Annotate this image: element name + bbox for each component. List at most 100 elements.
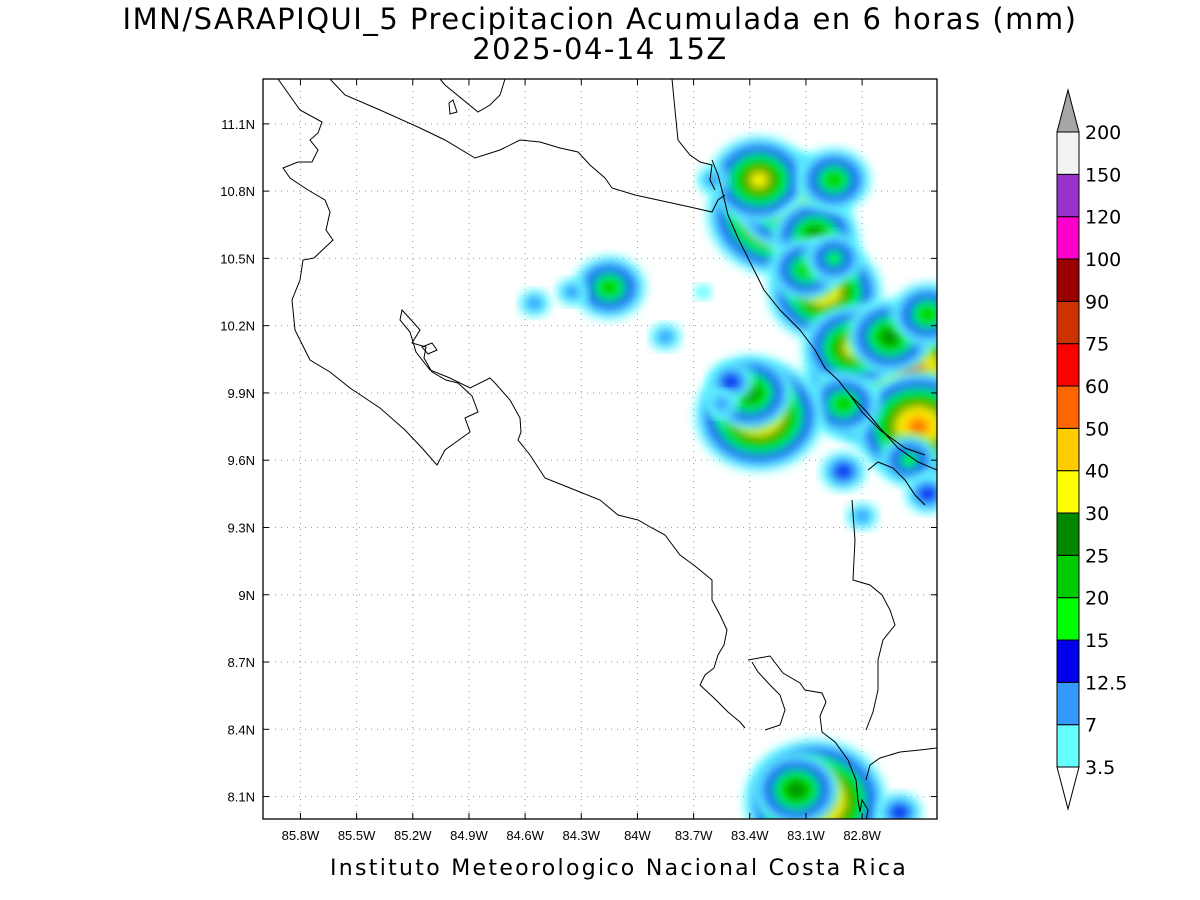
precip-cell xyxy=(904,473,937,514)
precip-cell xyxy=(846,502,879,531)
lat-tick-label: 10.8N xyxy=(220,184,255,199)
precip-cell xyxy=(705,390,738,419)
lon-tick-label: 84W xyxy=(624,828,651,843)
precip-cell xyxy=(804,232,864,285)
precip-cell xyxy=(708,135,810,224)
precip-cell xyxy=(696,165,729,194)
colorbar-box xyxy=(1056,216,1080,260)
precip-cell xyxy=(846,298,934,375)
precip-contour xyxy=(693,284,713,301)
precip-contour xyxy=(909,418,928,435)
lon-tick-label: 84.3W xyxy=(562,828,600,843)
panama-border-line xyxy=(849,394,926,731)
colorbar-box xyxy=(1056,258,1080,302)
lat-tick-label: 10.5N xyxy=(220,251,255,266)
precip-cell xyxy=(752,751,841,819)
golfo-dulce-line xyxy=(751,661,786,731)
colorbar-level-label: 90 xyxy=(1085,291,1109,313)
footer-credit: Instituto Meteorologico Nacional Costa R… xyxy=(330,856,909,881)
colorbar-level-label: 30 xyxy=(1085,503,1109,525)
colorbar-level-label: 25 xyxy=(1085,545,1109,567)
precip-contour xyxy=(787,781,806,798)
precip-contour xyxy=(656,328,675,345)
map-frame xyxy=(262,78,938,820)
precip-contour xyxy=(834,463,853,480)
colorbar-level-label: 40 xyxy=(1085,461,1109,483)
colorbar-level-label: 15 xyxy=(1085,630,1109,652)
colorbar-box xyxy=(1056,300,1080,345)
precip-cell xyxy=(806,372,881,437)
precip-contour xyxy=(749,171,769,188)
precipitation-field xyxy=(518,135,937,819)
colorbar-box xyxy=(1056,597,1080,641)
colorbar: 3.5 7 12.5 15 20 25 30 40 50 60 75 90 100 120 150 200 xyxy=(1056,88,1127,811)
lake-nicaragua-shore xyxy=(329,79,726,213)
lon-tick-label: 85.5W xyxy=(338,828,376,843)
lat-tick-label: 8.4N xyxy=(228,722,255,737)
precip-contour xyxy=(890,804,909,819)
precip-contour xyxy=(918,306,937,323)
lon-tick-label: 83.7W xyxy=(675,828,713,843)
colorbar-level-label: 150 xyxy=(1085,164,1121,186)
lon-tick-label: 83.1W xyxy=(787,828,825,843)
precip-cell xyxy=(518,289,551,318)
coastline xyxy=(277,79,937,819)
lon-tick-label: 83.4W xyxy=(731,828,769,843)
island-shape xyxy=(421,342,438,355)
colorbar-box xyxy=(1056,681,1080,726)
precip-cell xyxy=(890,282,937,347)
lon-tick-label: 84.6W xyxy=(506,828,544,843)
river-border-line xyxy=(671,79,716,191)
caribbean-coast xyxy=(711,159,937,471)
precip-contour xyxy=(918,485,937,502)
pacific-coast-line xyxy=(277,79,741,723)
precip-cell xyxy=(876,792,923,819)
colorbar-level-label: 3.5 xyxy=(1085,757,1115,779)
lon-tick-label: 84.9W xyxy=(450,828,488,843)
colorbar-level-label: 12.5 xyxy=(1085,672,1127,694)
precip-cell xyxy=(879,434,937,487)
colorbar-level-label: 200 xyxy=(1085,122,1121,144)
colorbar-level-label: 20 xyxy=(1085,588,1109,610)
colorbar-level-label: 75 xyxy=(1085,334,1109,356)
colorbar-box xyxy=(1056,470,1080,514)
lat-tick-label: 10.2N xyxy=(220,319,255,334)
lat-tick-label: 11.1N xyxy=(221,117,255,132)
precip-cell xyxy=(693,284,713,301)
precip-contour xyxy=(721,373,741,390)
precip-contour xyxy=(824,171,844,188)
colorbar-box xyxy=(1056,512,1080,556)
colorbar-level-label: 50 xyxy=(1085,418,1109,440)
precip-cell xyxy=(649,322,682,351)
precip-cell xyxy=(555,278,589,307)
lat-tick-label: 9N xyxy=(238,588,255,603)
precip-cell xyxy=(797,147,871,212)
colorbar-box xyxy=(1056,385,1080,429)
colorbar-box xyxy=(1056,131,1080,175)
precip-contour xyxy=(852,508,872,525)
colorbar-level-label: 120 xyxy=(1085,207,1121,229)
precip-contour xyxy=(824,250,844,267)
precip-cell xyxy=(820,451,867,492)
colorbar-max-triangle xyxy=(1056,88,1080,133)
colorbar-box xyxy=(1056,343,1080,387)
lon-tick-label: 85.2W xyxy=(394,828,432,843)
precip-contour xyxy=(525,295,544,312)
lake-north-shore xyxy=(439,79,506,113)
colorbar-box xyxy=(1056,724,1080,768)
osa-peninsula-line xyxy=(739,655,861,813)
lake-island-shape xyxy=(448,99,458,115)
colorbar-box xyxy=(1056,427,1080,472)
precip-contour xyxy=(600,279,619,296)
lat-tick-label: 9.3N xyxy=(228,520,255,535)
precip-cell xyxy=(572,255,647,320)
colorbar-box xyxy=(1056,173,1080,218)
precip-contour xyxy=(834,396,853,413)
map-axes: 85.8W 85.5W 85.2W 84.9W 84.6W 84.3W 84W 83.7W 83… xyxy=(220,79,937,843)
precip-contour xyxy=(880,328,900,345)
precip-contour xyxy=(703,171,722,188)
lat-tick-label: 8.1N xyxy=(228,790,255,805)
colorbar-level-label: 100 xyxy=(1085,249,1121,271)
chart-subtitle: 2025-04-14 15Z xyxy=(472,32,728,66)
